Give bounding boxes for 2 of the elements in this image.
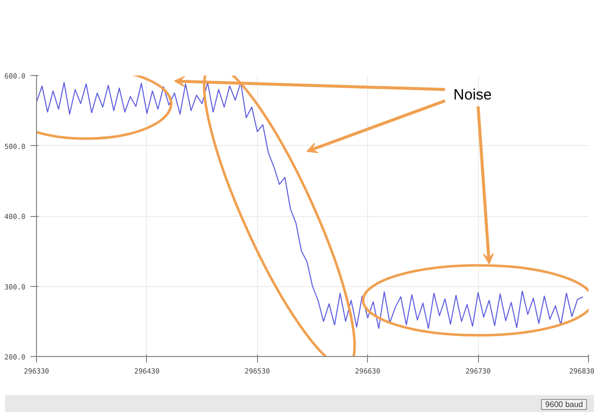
annotation: Noise (453, 86, 492, 104)
text: 9600 baud (541, 399, 587, 410)
